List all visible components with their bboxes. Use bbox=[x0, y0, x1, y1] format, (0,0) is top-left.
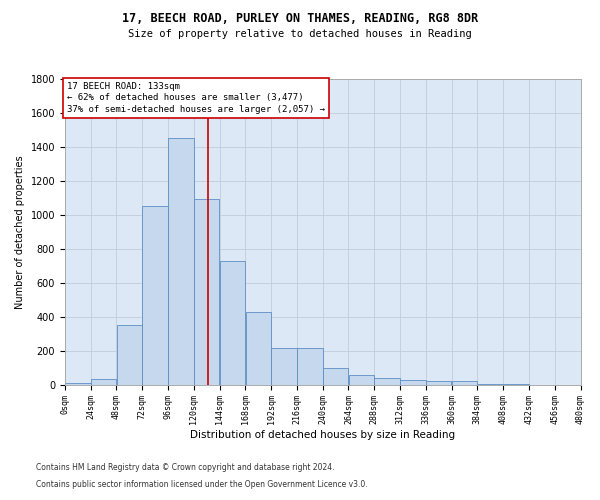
Y-axis label: Number of detached properties: Number of detached properties bbox=[15, 155, 25, 308]
Text: Contains public sector information licensed under the Open Government Licence v3: Contains public sector information licen… bbox=[36, 480, 368, 489]
Bar bbox=[349, 376, 374, 384]
Bar bbox=[245, 312, 271, 384]
Text: 17 BEECH ROAD: 133sqm
← 62% of detached houses are smaller (3,477)
37% of semi-d: 17 BEECH ROAD: 133sqm ← 62% of detached … bbox=[67, 82, 325, 114]
Bar bbox=[271, 348, 297, 385]
Text: 17, BEECH ROAD, PURLEY ON THAMES, READING, RG8 8DR: 17, BEECH ROAD, PURLEY ON THAMES, READIN… bbox=[122, 12, 478, 26]
Bar bbox=[374, 378, 400, 384]
Bar bbox=[323, 368, 349, 384]
Text: Size of property relative to detached houses in Reading: Size of property relative to detached ho… bbox=[128, 29, 472, 39]
Bar bbox=[194, 198, 220, 384]
Bar bbox=[220, 260, 245, 384]
Bar bbox=[297, 348, 323, 385]
Bar bbox=[452, 382, 477, 384]
Bar bbox=[91, 379, 116, 384]
Bar bbox=[65, 383, 91, 384]
Bar bbox=[168, 138, 194, 384]
X-axis label: Distribution of detached houses by size in Reading: Distribution of detached houses by size … bbox=[190, 430, 455, 440]
Bar bbox=[400, 380, 425, 384]
Bar bbox=[116, 326, 142, 384]
Text: Contains HM Land Registry data © Crown copyright and database right 2024.: Contains HM Land Registry data © Crown c… bbox=[36, 464, 335, 472]
Bar bbox=[426, 382, 451, 384]
Bar bbox=[142, 206, 168, 384]
